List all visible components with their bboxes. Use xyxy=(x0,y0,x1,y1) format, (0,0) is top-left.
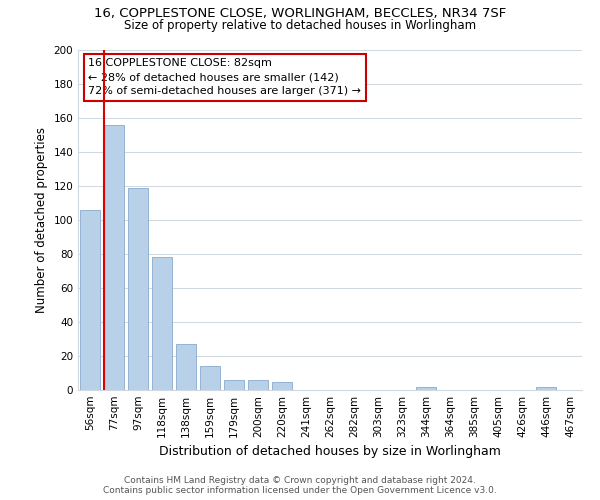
Text: 16, COPPLESTONE CLOSE, WORLINGHAM, BECCLES, NR34 7SF: 16, COPPLESTONE CLOSE, WORLINGHAM, BECCL… xyxy=(94,8,506,20)
Text: Size of property relative to detached houses in Worlingham: Size of property relative to detached ho… xyxy=(124,18,476,32)
Y-axis label: Number of detached properties: Number of detached properties xyxy=(35,127,48,313)
Bar xyxy=(152,258,172,390)
Text: Contains HM Land Registry data © Crown copyright and database right 2024.
Contai: Contains HM Land Registry data © Crown c… xyxy=(103,476,497,495)
Bar xyxy=(248,380,268,390)
Bar xyxy=(224,380,244,390)
Bar xyxy=(176,344,196,390)
Text: 16 COPPLESTONE CLOSE: 82sqm
← 28% of detached houses are smaller (142)
72% of se: 16 COPPLESTONE CLOSE: 82sqm ← 28% of det… xyxy=(88,58,361,96)
Bar xyxy=(200,366,220,390)
Bar xyxy=(416,386,436,390)
Bar xyxy=(128,188,148,390)
Bar xyxy=(272,382,292,390)
Bar xyxy=(104,125,124,390)
Bar xyxy=(80,210,100,390)
X-axis label: Distribution of detached houses by size in Worlingham: Distribution of detached houses by size … xyxy=(159,446,501,458)
Bar xyxy=(536,386,556,390)
